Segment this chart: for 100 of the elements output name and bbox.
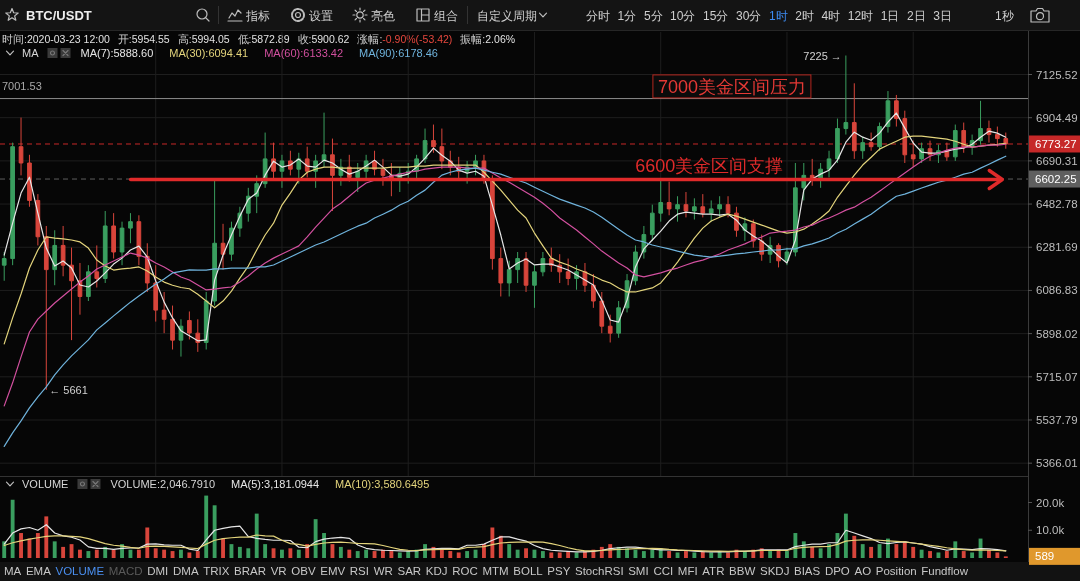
bar xyxy=(465,551,470,558)
line-series xyxy=(3,534,1007,552)
text: ROC xyxy=(452,565,478,577)
candlestick xyxy=(978,100,983,146)
candlestick xyxy=(431,124,436,154)
bar xyxy=(221,538,225,558)
bar xyxy=(549,552,554,558)
candlestick xyxy=(27,154,32,208)
text: 1日 xyxy=(880,9,900,23)
candlestick xyxy=(523,251,529,293)
annotation: 7000美金区间压力 xyxy=(657,76,806,97)
annotation: ← 5661 xyxy=(49,383,88,396)
candlestick xyxy=(692,197,697,221)
text: 2日 xyxy=(907,9,926,23)
candlestick xyxy=(725,195,731,218)
candlestick xyxy=(69,247,74,341)
text: MA(30):6094.41 xyxy=(169,47,249,59)
bar xyxy=(162,549,167,558)
annotation: 开:5954.55 xyxy=(117,33,170,45)
text: 分时 xyxy=(586,9,610,23)
y-tick-label: 6086.83 xyxy=(1036,284,1078,297)
bar xyxy=(338,546,343,558)
text: 1分 xyxy=(617,9,637,23)
candlestick xyxy=(153,264,159,323)
bar xyxy=(869,546,874,558)
text: ATR xyxy=(702,565,725,577)
candlestick xyxy=(490,174,495,271)
bar xyxy=(928,551,932,558)
annotation: 时间:2020-03-23 12:00 xyxy=(2,33,110,45)
candlestick xyxy=(187,310,192,340)
line-series xyxy=(3,155,1007,448)
bar xyxy=(355,551,360,558)
ref-line-label: 6773.27 xyxy=(1035,137,1077,150)
text: Fundflow xyxy=(921,565,969,577)
candlestick xyxy=(843,55,849,136)
text: MA(90):6178.46 xyxy=(359,47,438,59)
bar xyxy=(86,551,91,558)
bar xyxy=(145,527,150,558)
bar xyxy=(263,544,268,558)
text: 15分 xyxy=(703,9,729,23)
y-tick-label: 6482.78 xyxy=(1036,198,1078,211)
text: 5分 xyxy=(643,9,663,23)
text: 亮色 xyxy=(371,9,395,23)
candlestick xyxy=(885,90,891,134)
bar xyxy=(204,495,209,558)
bar xyxy=(280,549,284,558)
bar xyxy=(641,551,646,558)
bar xyxy=(793,533,798,558)
bar xyxy=(52,541,57,558)
text: AO xyxy=(854,565,872,577)
candlestick xyxy=(675,195,680,223)
candlestick xyxy=(944,142,950,162)
y-tick-label: 6904.49 xyxy=(1036,111,1078,124)
bar xyxy=(111,549,116,558)
candlestick xyxy=(161,291,167,334)
text: PSY xyxy=(547,565,571,577)
ref-line-label: 7001.53 xyxy=(2,79,42,92)
text: 设置 xyxy=(309,9,333,23)
bar xyxy=(490,527,495,558)
text: MA(60):6133.42 xyxy=(264,47,344,59)
candlestick xyxy=(565,258,571,286)
candlestick xyxy=(666,181,672,216)
text: VOLUME xyxy=(55,565,105,577)
candlestick xyxy=(321,112,327,168)
text: 1秒 xyxy=(995,9,1014,23)
bar xyxy=(456,552,461,558)
bar xyxy=(944,551,949,558)
bar xyxy=(397,552,402,558)
bar xyxy=(507,544,512,558)
text: EMA xyxy=(25,565,52,577)
candlestick xyxy=(220,223,226,271)
y-tick-label: 6690.31 xyxy=(1036,154,1078,167)
bar xyxy=(515,549,520,558)
text: BBW xyxy=(729,565,756,577)
candlestick xyxy=(826,150,832,178)
text: 自定义周期 xyxy=(477,9,537,23)
candlestick xyxy=(835,118,840,164)
candlestick xyxy=(170,305,175,351)
candlestick xyxy=(330,138,335,212)
text: 30分 xyxy=(736,9,762,23)
bar xyxy=(35,533,40,558)
candlestick xyxy=(557,253,563,284)
text: MA xyxy=(4,565,22,577)
candlestick xyxy=(422,128,428,164)
bar xyxy=(195,551,200,558)
y-tick-label: 5898.02 xyxy=(1036,327,1078,340)
candlestick xyxy=(910,140,916,168)
text: SKDJ xyxy=(760,565,790,577)
ref-line-label: 6602.25 xyxy=(1035,173,1077,186)
candlestick xyxy=(877,122,882,152)
legend-title: VOLUME xyxy=(22,478,69,490)
bar xyxy=(557,552,562,558)
candlestick xyxy=(119,221,125,266)
candlestick xyxy=(380,158,386,187)
candlestick xyxy=(868,132,874,152)
bar xyxy=(684,551,688,558)
y-tick-label: 5366.01 xyxy=(1036,457,1078,470)
text: Position xyxy=(875,565,917,577)
text: BOLL xyxy=(513,565,544,577)
y-tick-label: 7125.52 xyxy=(1036,68,1078,81)
